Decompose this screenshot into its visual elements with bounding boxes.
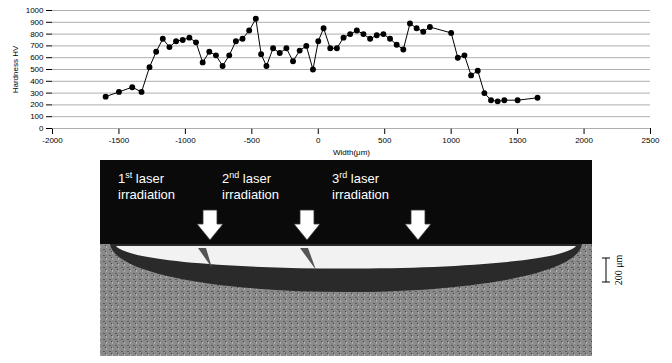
svg-text:600: 600 bbox=[30, 53, 44, 62]
svg-text:1500: 1500 bbox=[509, 136, 527, 145]
svg-text:1000: 1000 bbox=[442, 136, 460, 145]
svg-text:400: 400 bbox=[30, 77, 44, 86]
svg-text:500: 500 bbox=[30, 65, 44, 74]
svg-text:1000: 1000 bbox=[26, 6, 44, 15]
svg-text:2nd laserirradiation: 2nd laserirradiation bbox=[222, 170, 279, 202]
svg-text:Width(μm): Width(μm) bbox=[333, 148, 370, 157]
svg-text:1st laserirradiation: 1st laserirradiation bbox=[118, 170, 175, 202]
svg-text:-1000: -1000 bbox=[175, 136, 196, 145]
svg-text:800: 800 bbox=[30, 30, 44, 39]
svg-text:500: 500 bbox=[378, 136, 392, 145]
svg-text:0: 0 bbox=[316, 136, 321, 145]
svg-text:Hardness HV: Hardness HV bbox=[11, 45, 20, 93]
svg-text:-1500: -1500 bbox=[109, 136, 130, 145]
svg-text:2500: 2500 bbox=[642, 136, 660, 145]
svg-text:700: 700 bbox=[30, 41, 44, 50]
svg-text:100: 100 bbox=[30, 112, 44, 121]
svg-text:0: 0 bbox=[39, 124, 44, 133]
svg-text:-500: -500 bbox=[244, 136, 261, 145]
svg-text:3rd laserirradiation: 3rd laserirradiation bbox=[332, 170, 389, 202]
svg-text:300: 300 bbox=[30, 89, 44, 98]
svg-text:200: 200 bbox=[30, 100, 44, 109]
svg-text:900: 900 bbox=[30, 18, 44, 27]
svg-text:2000: 2000 bbox=[575, 136, 593, 145]
svg-text:200 μm: 200 μm bbox=[613, 254, 624, 285]
svg-text:-2000: -2000 bbox=[42, 136, 63, 145]
